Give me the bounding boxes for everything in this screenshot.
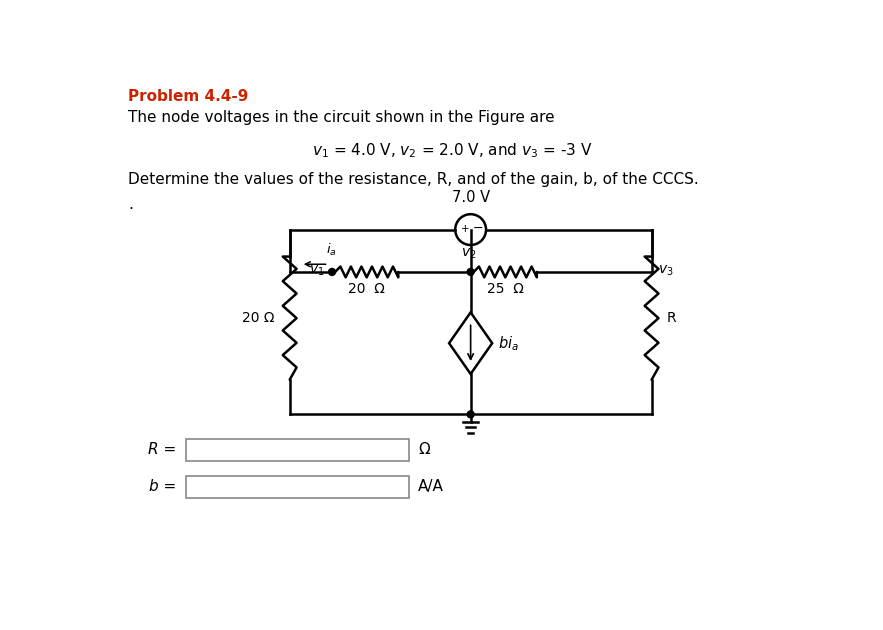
Text: $bi_a$: $bi_a$ [498, 334, 518, 353]
Text: 25  Ω: 25 Ω [487, 282, 524, 296]
Text: Ω: Ω [419, 442, 430, 457]
FancyBboxPatch shape [185, 439, 409, 461]
FancyBboxPatch shape [185, 476, 409, 498]
Text: The node voltages in the circuit shown in the Figure are: The node voltages in the circuit shown i… [128, 110, 555, 125]
Circle shape [467, 411, 474, 418]
Text: R: R [667, 311, 676, 325]
Text: 7.0 V: 7.0 V [451, 190, 490, 205]
Text: $v_2$: $v_2$ [462, 247, 477, 261]
Text: Problem 4.4-9: Problem 4.4-9 [128, 89, 248, 105]
Text: +: + [461, 224, 470, 234]
Text: Determine the values of the resistance, R, and of the gain, b, of the CCCS.: Determine the values of the resistance, … [128, 172, 698, 187]
Text: 20  Ω: 20 Ω [348, 282, 385, 296]
Text: R =: R = [148, 442, 177, 457]
Text: $v_1$: $v_1$ [309, 264, 324, 278]
Text: b =: b = [149, 479, 177, 495]
Text: A/A: A/A [419, 479, 444, 495]
Text: $v_3$: $v_3$ [658, 264, 674, 278]
Text: −: − [472, 222, 483, 236]
Circle shape [328, 268, 336, 275]
Text: $i_a$: $i_a$ [326, 242, 337, 258]
Text: .: . [128, 197, 132, 212]
Text: 20 Ω: 20 Ω [242, 311, 275, 325]
Text: $v_1$ = 4.0 V, $v_2$ = 2.0 V, and $v_3$ = -3 V: $v_1$ = 4.0 V, $v_2$ = 2.0 V, and $v_3$ … [312, 141, 592, 160]
Circle shape [467, 268, 474, 275]
